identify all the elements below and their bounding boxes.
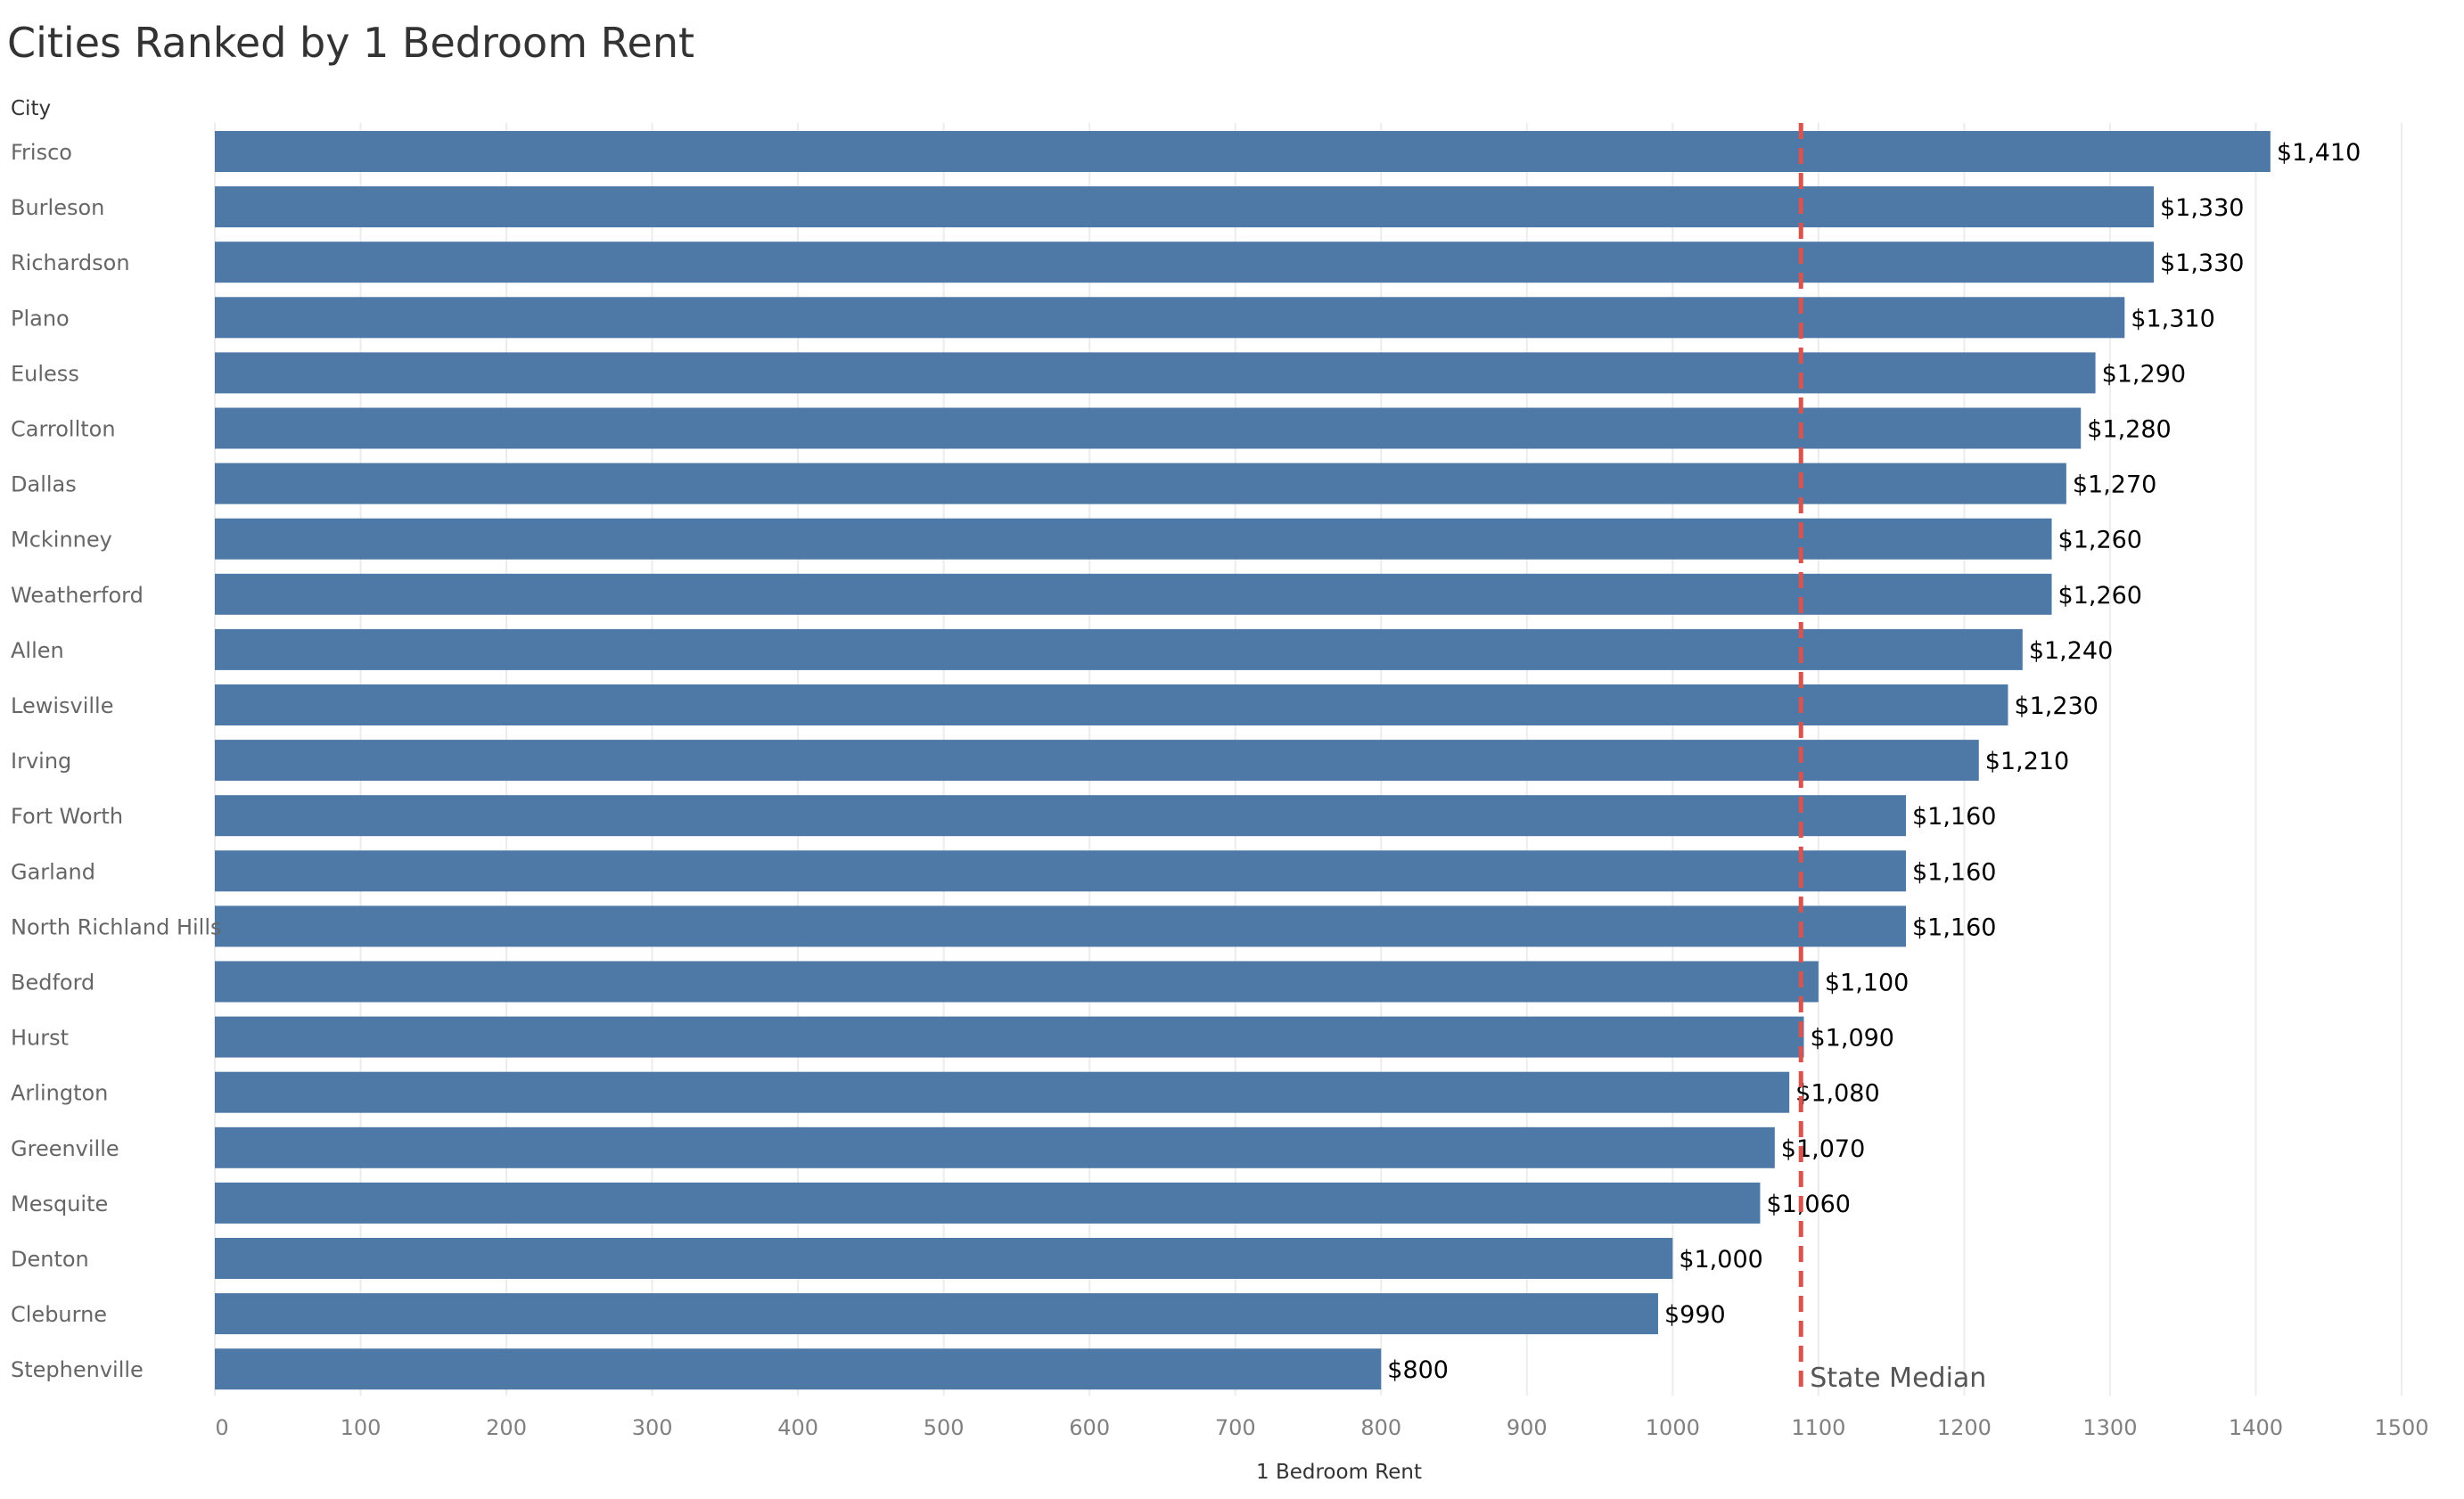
x-tick-label: 900 (1507, 1415, 1548, 1440)
value-label: $1,290 (2102, 360, 2186, 388)
value-label: $1,000 (1679, 1246, 1762, 1274)
bar-bedford (215, 961, 1819, 1003)
value-label: $800 (1387, 1356, 1449, 1384)
value-label: $1,330 (2160, 194, 2244, 222)
x-tick-label: 300 (632, 1415, 673, 1440)
category-label: Fort Worth (11, 804, 123, 829)
bar-burleson (215, 186, 2154, 228)
value-label: $1,160 (1912, 803, 1996, 831)
category-labels: Frisco Burleson Richardson Plano Euless Carro… (11, 140, 222, 1382)
value-label: $1,210 (1985, 748, 2069, 775)
value-label: $1,070 (1781, 1135, 1865, 1163)
bar-allen (215, 628, 2023, 670)
value-label: $1,080 (1795, 1080, 1879, 1108)
bar-plano (215, 297, 2125, 339)
bar-north-richland-hills (215, 905, 1906, 947)
state-median-label: State Median (1810, 1363, 1986, 1394)
bar-dallas (215, 463, 2066, 504)
y-axis-title: City (11, 97, 51, 120)
chart-title: Cities Ranked by 1 Bedroom Rent (7, 19, 694, 67)
category-label: Lewisville (11, 693, 114, 718)
x-tick-label: 1000 (1646, 1415, 1700, 1440)
bar-weatherford (215, 573, 2052, 615)
category-label: Greenville (11, 1136, 119, 1161)
value-label: $990 (1664, 1301, 1726, 1329)
category-label: Euless (11, 361, 79, 386)
bar-carrollton (215, 407, 2082, 449)
value-label: $1,060 (1766, 1191, 1850, 1218)
x-tick-label: 1100 (1791, 1415, 1845, 1440)
category-label: Irving (11, 749, 71, 774)
x-tick-label: 800 (1360, 1415, 1401, 1440)
category-label: Mckinney (11, 528, 112, 553)
value-label: $1,260 (2058, 527, 2142, 554)
value-label: $1,310 (2131, 305, 2214, 332)
value-label: $1,260 (2058, 582, 2142, 610)
category-label: Hurst (11, 1026, 69, 1051)
category-label: Bedford (11, 971, 94, 995)
x-tick-label: 700 (1215, 1415, 1256, 1440)
bar-arlington (215, 1071, 1790, 1113)
category-label: Arlington (11, 1081, 108, 1106)
bar-greenville (215, 1126, 1775, 1168)
category-label: North Richland Hills (11, 914, 222, 939)
value-label: $1,230 (2014, 692, 2098, 720)
x-tick-label: 1500 (2374, 1415, 2428, 1440)
x-tick-label: 1200 (1937, 1415, 1992, 1440)
category-label: Burleson (11, 195, 104, 220)
bar-cleburne (215, 1293, 1658, 1335)
bar-hurst (215, 1016, 1804, 1058)
category-label: Mesquite (11, 1192, 108, 1216)
category-label: Stephenville (11, 1357, 144, 1382)
value-label: $1,100 (1825, 970, 1909, 997)
category-label: Plano (11, 306, 70, 331)
value-label: $1,410 (2277, 139, 2361, 167)
bar-denton (215, 1238, 1673, 1279)
value-label: $1,280 (2087, 416, 2171, 444)
bar-garland (215, 850, 1906, 892)
reference-line-layer: State Median (1798, 123, 1986, 1394)
bar-mckinney (215, 518, 2052, 560)
bars-layer (215, 131, 2271, 1390)
bar-stephenville (215, 1348, 1382, 1390)
category-label: Denton (11, 1247, 89, 1272)
x-tick-label: 600 (1069, 1415, 1110, 1440)
value-labels: $1,410 $1,330 $1,330 $1,310 $1,290 $1,280 $1,2… (1387, 139, 2361, 1384)
category-label: Dallas (11, 472, 77, 497)
bar-fort-worth (215, 795, 1906, 837)
x-tick-label: 0 (215, 1415, 228, 1440)
x-tick-label: 200 (486, 1415, 527, 1440)
bar-irving (215, 740, 1979, 782)
x-axis-title: 1 Bedroom Rent (1256, 1461, 1422, 1484)
x-tick-label: 500 (924, 1415, 965, 1440)
bar-frisco (215, 131, 2271, 172)
value-label: $1,270 (2073, 471, 2156, 499)
category-label: Richardson (11, 250, 130, 275)
x-tick-label: 1400 (2229, 1415, 2283, 1440)
category-label: Allen (11, 638, 64, 663)
x-tick-label: 1300 (2082, 1415, 2137, 1440)
value-label: $1,160 (1912, 858, 1996, 886)
category-label: Weatherford (11, 583, 144, 608)
category-label: Frisco (11, 140, 72, 165)
bar-mesquite (215, 1182, 1761, 1224)
category-label: Cleburne (11, 1302, 107, 1327)
category-label: Garland (11, 859, 95, 884)
category-label: Carrollton (11, 417, 116, 442)
x-tick-label: 400 (777, 1415, 818, 1440)
value-label: $1,240 (2029, 637, 2113, 665)
bar-euless (215, 352, 2096, 394)
value-label: $1,090 (1811, 1025, 1894, 1053)
bar-lewisville (215, 684, 2008, 725)
bar-richardson (215, 242, 2154, 283)
x-axis-ticks: 0 100 200 300 400 500 600 700 800 900 1000 1100 1200… (215, 1415, 2428, 1440)
value-label: $1,330 (2160, 250, 2244, 277)
value-label: $1,160 (1912, 913, 1996, 941)
x-tick-label: 100 (341, 1415, 382, 1440)
